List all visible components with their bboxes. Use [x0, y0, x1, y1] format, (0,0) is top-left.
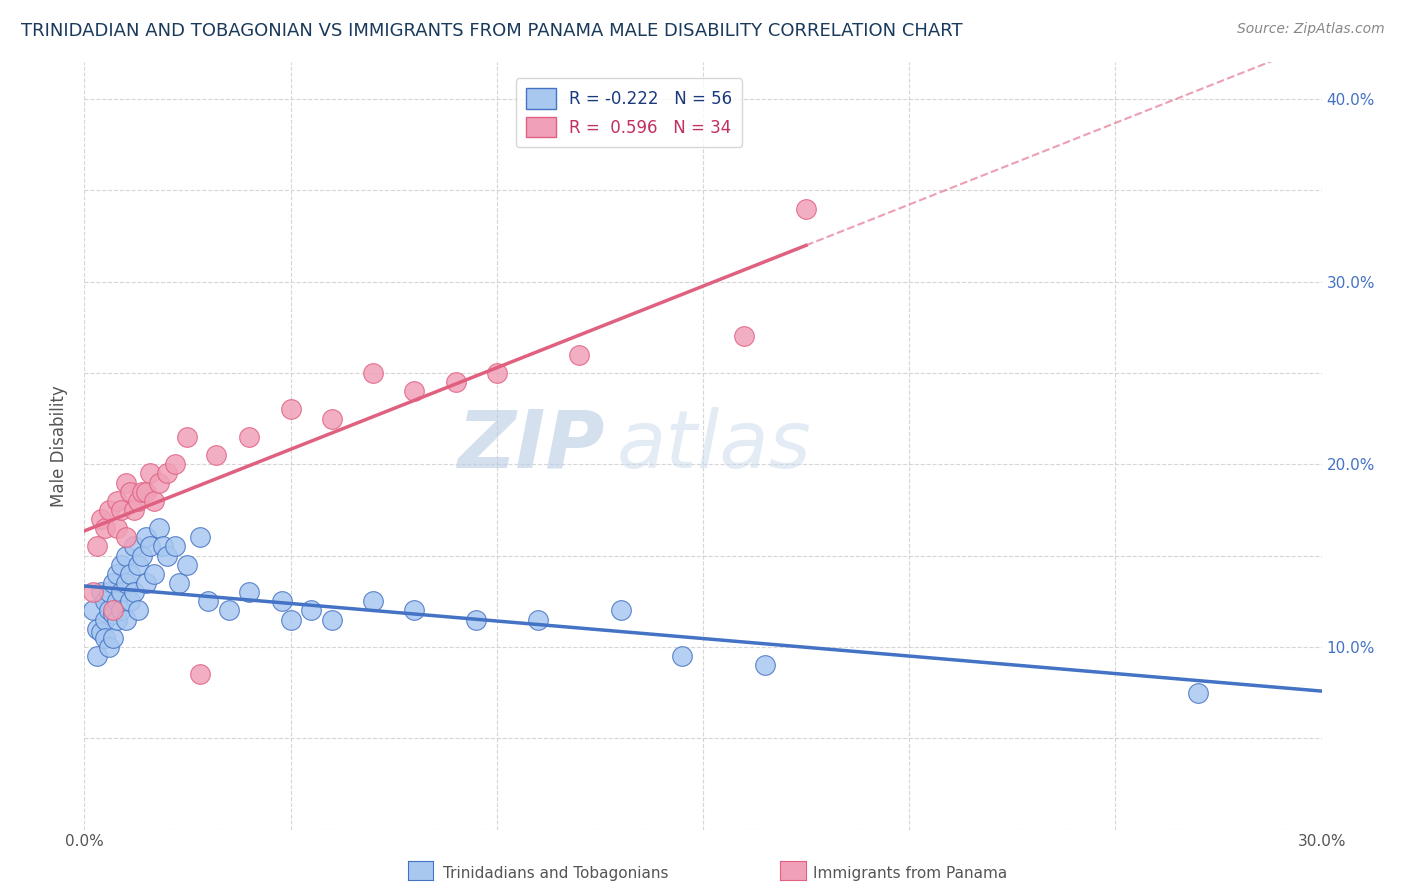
Point	[733, 329, 755, 343]
Point	[127, 493, 149, 508]
Point	[86, 648, 108, 663]
Point	[143, 566, 166, 581]
Point	[90, 512, 112, 526]
Point	[197, 594, 219, 608]
Point	[98, 503, 121, 517]
Point	[103, 576, 125, 591]
Text: Trinidadians and Tobagonians: Trinidadians and Tobagonians	[443, 866, 668, 880]
Point	[105, 493, 128, 508]
Point	[321, 411, 343, 425]
Text: TRINIDADIAN AND TOBAGONIAN VS IMMIGRANTS FROM PANAMA MALE DISABILITY CORRELATION: TRINIDADIAN AND TOBAGONIAN VS IMMIGRANTS…	[21, 22, 963, 40]
Point	[568, 348, 591, 362]
Point	[86, 540, 108, 554]
Point	[110, 558, 132, 572]
Point	[114, 475, 136, 490]
Point	[404, 603, 426, 617]
Point	[105, 613, 128, 627]
Point	[94, 521, 117, 535]
Point	[94, 613, 117, 627]
Point	[105, 566, 128, 581]
Point	[122, 540, 145, 554]
Point	[444, 375, 467, 389]
Point	[238, 430, 260, 444]
Point	[114, 530, 136, 544]
Point	[114, 549, 136, 563]
Point	[156, 549, 179, 563]
Point	[110, 503, 132, 517]
Point	[90, 625, 112, 640]
Point	[98, 640, 121, 654]
Point	[103, 607, 125, 621]
Point	[122, 585, 145, 599]
Point	[280, 402, 302, 417]
Point	[671, 648, 693, 663]
Point	[122, 503, 145, 517]
Text: Immigrants from Panama: Immigrants from Panama	[813, 866, 1007, 880]
Point	[465, 613, 488, 627]
Point	[271, 594, 294, 608]
Point	[321, 613, 343, 627]
Point	[94, 631, 117, 645]
Point	[118, 566, 141, 581]
Point	[103, 631, 125, 645]
Point	[82, 585, 104, 599]
Point	[110, 603, 132, 617]
Point	[139, 467, 162, 481]
Point	[485, 366, 508, 380]
Text: Source: ZipAtlas.com: Source: ZipAtlas.com	[1237, 22, 1385, 37]
Point	[82, 603, 104, 617]
Point	[176, 430, 198, 444]
Point	[218, 603, 240, 617]
Point	[609, 603, 631, 617]
Point	[105, 594, 128, 608]
Point	[105, 521, 128, 535]
Point	[127, 558, 149, 572]
Point	[94, 594, 117, 608]
Legend: R = -0.222   N = 56, R =  0.596   N = 34: R = -0.222 N = 56, R = 0.596 N = 34	[516, 78, 742, 147]
Point	[188, 530, 211, 544]
Point	[103, 603, 125, 617]
Point	[794, 202, 817, 216]
Point	[165, 540, 187, 554]
Point	[118, 594, 141, 608]
Point	[139, 540, 162, 554]
Point	[238, 585, 260, 599]
Point	[131, 484, 153, 499]
Text: ZIP: ZIP	[457, 407, 605, 485]
Point	[135, 576, 157, 591]
Point	[98, 603, 121, 617]
Point	[167, 576, 190, 591]
Point	[90, 585, 112, 599]
Point	[1187, 685, 1209, 699]
Point	[148, 521, 170, 535]
Point	[361, 366, 384, 380]
Point	[152, 540, 174, 554]
Point	[280, 613, 302, 627]
Point	[135, 484, 157, 499]
Point	[118, 484, 141, 499]
Point	[165, 457, 187, 471]
Point	[98, 585, 121, 599]
Point	[114, 576, 136, 591]
Point	[361, 594, 384, 608]
Point	[114, 613, 136, 627]
Point	[188, 667, 211, 681]
Point	[404, 384, 426, 399]
Point	[110, 585, 132, 599]
Point	[754, 658, 776, 673]
Point	[176, 558, 198, 572]
Point	[131, 549, 153, 563]
Point	[135, 530, 157, 544]
Point	[205, 448, 228, 462]
Point	[143, 493, 166, 508]
Point	[527, 613, 550, 627]
Point	[156, 467, 179, 481]
Point	[299, 603, 322, 617]
Text: atlas: atlas	[616, 407, 811, 485]
Point	[127, 603, 149, 617]
Point	[86, 622, 108, 636]
Y-axis label: Male Disability: Male Disability	[51, 385, 69, 507]
Point	[148, 475, 170, 490]
